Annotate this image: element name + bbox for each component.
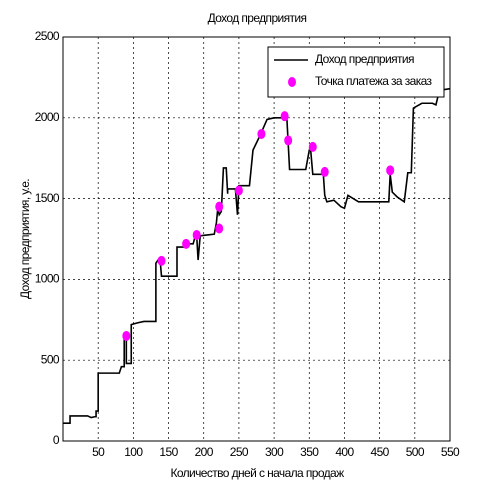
marker: [308, 141, 317, 152]
y-tick-label: 1500: [35, 191, 60, 205]
x-tick-label: 250: [230, 445, 249, 459]
marker: [215, 223, 224, 234]
x-tick-label: 450: [371, 445, 390, 459]
x-tick-label: 400: [335, 445, 354, 459]
chart-title: Доход предприятия: [208, 11, 307, 25]
x-tick-label: 300: [265, 445, 284, 459]
legend-label: Доход предприятия: [315, 52, 414, 66]
x-tick-label: 200: [195, 445, 214, 459]
marker: [234, 185, 243, 196]
x-tick-label: 150: [159, 445, 178, 459]
marker: [257, 128, 266, 139]
y-axis-label: Доход предприятия, у.е.: [18, 179, 32, 299]
legend-swatch: [288, 77, 296, 87]
y-tick-label: 1000: [35, 272, 60, 286]
y-tick-label: 2500: [35, 29, 60, 43]
legend-box: [267, 46, 445, 98]
marker: [192, 229, 201, 240]
x-tick-label: 100: [124, 445, 143, 459]
y-tick-label: 0: [53, 433, 60, 447]
x-axis-label: Количество дней с начала продаж: [170, 466, 344, 480]
marker: [280, 111, 289, 122]
x-tick-label: 550: [441, 445, 460, 459]
marker: [215, 201, 224, 212]
plot-area: [63, 37, 450, 441]
marker: [122, 330, 131, 341]
y-tick-label: 500: [41, 352, 60, 366]
marker: [320, 166, 329, 177]
marker: [182, 238, 191, 249]
x-tick-label: 50: [92, 445, 105, 459]
marker: [284, 135, 293, 146]
marker: [157, 255, 166, 266]
plot-frame: [62, 36, 451, 442]
y-tick-label: 2000: [35, 110, 60, 124]
marker: [386, 165, 395, 176]
x-tick-label: 500: [406, 445, 425, 459]
x-tick-label: 350: [300, 445, 319, 459]
legend-label: Точка платежа за заказ: [315, 74, 433, 88]
